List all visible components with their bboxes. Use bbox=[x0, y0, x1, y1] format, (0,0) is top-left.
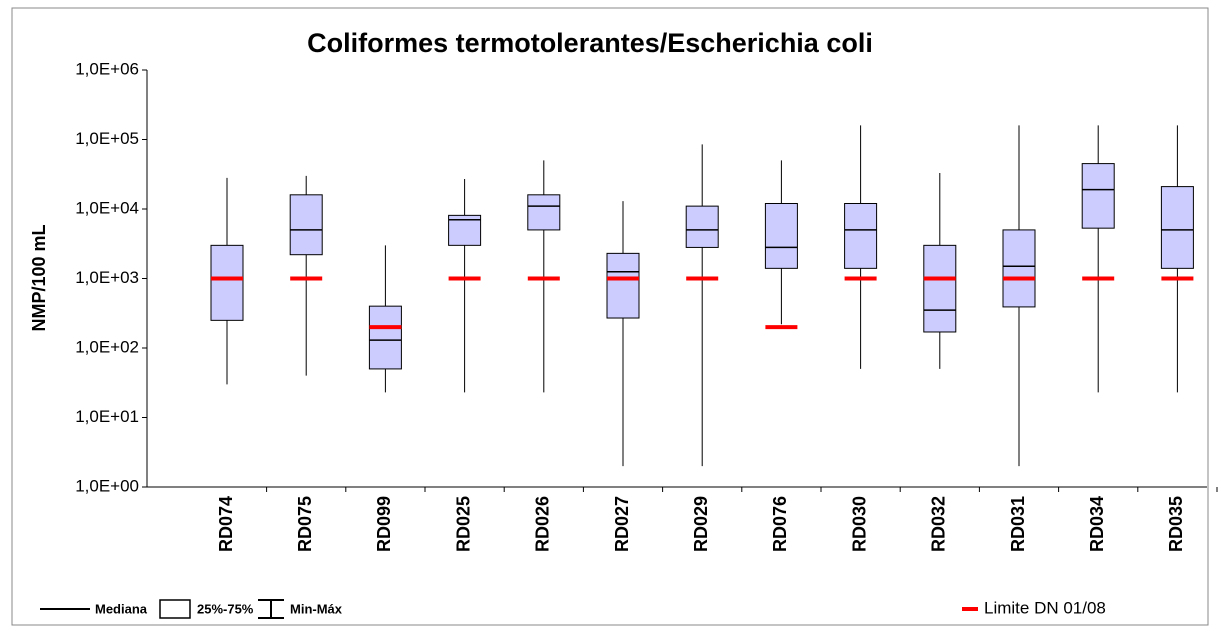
y-tick-label: 1,0E+02 bbox=[75, 337, 139, 356]
x-tick-label: RD035 bbox=[1166, 496, 1186, 552]
y-tick-label: 1,0E+04 bbox=[75, 198, 139, 217]
box bbox=[210, 244, 244, 321]
chart-title: Coliformes termotolerantes/Escherichia c… bbox=[307, 28, 873, 58]
box bbox=[923, 244, 957, 333]
x-tick-label: RD099 bbox=[374, 496, 394, 552]
box bbox=[764, 202, 798, 269]
x-tick-label: RD029 bbox=[691, 496, 711, 552]
legend-label: Limite DN 01/08 bbox=[984, 598, 1106, 617]
box bbox=[1002, 229, 1036, 308]
x-tick-label: RD075 bbox=[295, 496, 315, 552]
box bbox=[527, 194, 561, 231]
x-tick-label: RD031 bbox=[1008, 496, 1028, 552]
box bbox=[685, 205, 719, 248]
y-tick-label: 1,0E+00 bbox=[75, 476, 139, 495]
box bbox=[368, 305, 402, 370]
x-tick-label: RD076 bbox=[770, 496, 790, 552]
box bbox=[606, 252, 640, 319]
box bbox=[289, 194, 323, 256]
legend-whisker-icon bbox=[258, 599, 284, 619]
x-tick-label: RD074 bbox=[216, 496, 236, 552]
y-axis-label: NMP/100 mL bbox=[29, 224, 49, 331]
box bbox=[1160, 186, 1194, 269]
x-tick-label: RD034 bbox=[1087, 496, 1107, 552]
legend-label: Min-Máx bbox=[290, 601, 343, 616]
x-tick-label: RD026 bbox=[533, 496, 553, 552]
y-tick-label: 1,0E+06 bbox=[75, 59, 139, 78]
y-tick-label: 1,0E+01 bbox=[75, 407, 139, 426]
legend-box-icon bbox=[159, 599, 191, 619]
x-tick-label: RD027 bbox=[612, 496, 632, 552]
legend-label: 25%-75% bbox=[197, 601, 254, 616]
x-tick-label: RD025 bbox=[453, 496, 473, 552]
box bbox=[844, 202, 878, 269]
x-tick-label: RD030 bbox=[849, 496, 869, 552]
y-tick-label: 1,0E+05 bbox=[75, 129, 139, 148]
y-tick-label: 1,0E+03 bbox=[75, 268, 139, 287]
legend-label: Mediana bbox=[95, 601, 148, 616]
x-tick-label: RD032 bbox=[929, 496, 949, 552]
box bbox=[1081, 163, 1115, 229]
